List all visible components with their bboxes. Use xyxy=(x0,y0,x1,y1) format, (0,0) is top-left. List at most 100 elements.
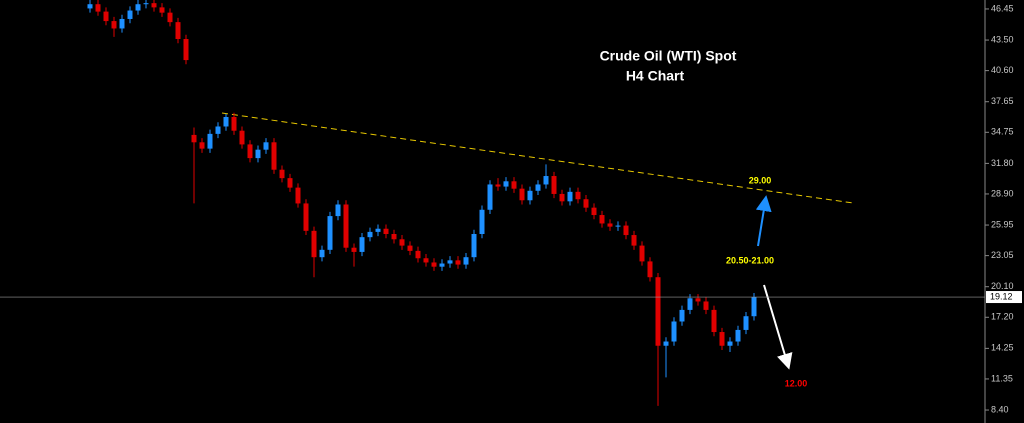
candle-body xyxy=(223,117,229,127)
candle-body xyxy=(655,277,661,346)
candle-body xyxy=(287,178,293,188)
candle-body xyxy=(199,142,205,149)
candle-body xyxy=(535,184,541,191)
candle-body xyxy=(263,142,269,150)
candle-body xyxy=(303,203,309,231)
candle-body xyxy=(615,225,621,227)
candle-body xyxy=(343,204,349,248)
candle-body xyxy=(583,199,589,208)
candle-body xyxy=(135,4,141,11)
chart-subtitle: H4 Chart xyxy=(626,68,685,84)
candle-body xyxy=(479,209,485,235)
candle-body xyxy=(407,245,413,251)
y-tick-label: 37.65 xyxy=(991,96,1014,106)
down-arrow xyxy=(763,284,793,370)
candle-body xyxy=(455,260,461,265)
candle-body xyxy=(527,190,533,201)
candle-body xyxy=(295,187,301,204)
candle-body xyxy=(231,117,237,131)
y-tick-label: 40.60 xyxy=(991,65,1014,75)
chart-title: Crude Oil (WTI) Spot xyxy=(600,48,737,64)
candle-body xyxy=(367,231,373,238)
candle-body xyxy=(423,258,429,263)
y-tick-label: 43.50 xyxy=(991,34,1014,44)
candle-body xyxy=(111,21,117,29)
annotation: 20.50-21.00 xyxy=(726,255,774,265)
candle-body xyxy=(639,245,645,262)
candle-body xyxy=(183,39,189,61)
candle-body xyxy=(95,4,101,12)
candle-body xyxy=(191,134,197,143)
candle-body xyxy=(695,298,701,302)
candle-body xyxy=(255,149,261,159)
candle-body xyxy=(599,215,605,224)
candle-body xyxy=(663,341,669,346)
candle-body xyxy=(167,12,173,23)
y-tick-label: 31.80 xyxy=(991,158,1014,168)
candle-body xyxy=(575,191,581,200)
candle-body xyxy=(447,260,453,264)
candle-body xyxy=(743,316,749,330)
y-tick-label: 25.95 xyxy=(991,219,1014,229)
candle-body xyxy=(495,184,501,187)
candle-body xyxy=(311,230,317,258)
annotation: 12.00 xyxy=(785,378,808,388)
candle-body xyxy=(631,235,637,246)
candle-body xyxy=(415,250,421,259)
y-tick-label: 11.35 xyxy=(991,373,1013,383)
candle-body xyxy=(279,169,285,179)
candle-body xyxy=(335,204,341,217)
candle-body xyxy=(711,309,717,333)
candle-body xyxy=(391,234,397,240)
candle-body xyxy=(703,301,709,310)
candle-body xyxy=(359,237,365,252)
price-box xyxy=(986,291,1022,304)
y-tick-label: 17.20 xyxy=(991,312,1014,322)
candle-body xyxy=(351,247,357,252)
y-tick-label: 23.05 xyxy=(991,250,1014,260)
candle-body xyxy=(735,329,741,342)
up-arrow xyxy=(755,195,772,247)
candle-body xyxy=(383,228,389,235)
candle-body xyxy=(399,239,405,246)
candle-body xyxy=(687,298,693,310)
candle-body xyxy=(271,142,277,170)
candle-body xyxy=(503,181,509,187)
trend-line xyxy=(221,112,854,204)
candle-body xyxy=(159,7,165,13)
candle-body xyxy=(143,3,149,5)
candle-body xyxy=(463,257,469,265)
candle-body xyxy=(647,261,653,278)
candle-body xyxy=(567,191,573,202)
candle-body xyxy=(431,262,437,267)
candle-body xyxy=(319,249,325,258)
candle-body xyxy=(751,297,757,317)
candle-body xyxy=(551,176,557,194)
y-tick-label: 20.10 xyxy=(991,281,1014,291)
y-tick-label: 46.45 xyxy=(991,3,1014,13)
candle-body xyxy=(439,263,445,267)
annotation: 29.00 xyxy=(749,175,772,185)
candle-body xyxy=(327,216,333,250)
candle-body xyxy=(727,341,733,346)
candle-body xyxy=(175,22,181,40)
candle-body xyxy=(127,10,133,19)
candle-body xyxy=(543,176,549,185)
candle-body xyxy=(559,193,565,202)
candle-body xyxy=(103,11,109,22)
price-label: 19.12 xyxy=(990,291,1013,301)
candle-body xyxy=(487,184,493,210)
candle-body xyxy=(239,130,245,145)
candle-body xyxy=(607,223,613,227)
candle-body xyxy=(623,225,629,236)
candle-body xyxy=(471,234,477,258)
candle-body xyxy=(591,207,597,216)
candle-body xyxy=(151,3,157,8)
y-tick-label: 34.75 xyxy=(991,127,1014,137)
candle-body xyxy=(519,188,525,201)
candle-body xyxy=(511,181,517,189)
candle-body xyxy=(719,332,725,346)
y-tick-label: 14.25 xyxy=(991,343,1014,353)
candle-body xyxy=(679,309,685,322)
